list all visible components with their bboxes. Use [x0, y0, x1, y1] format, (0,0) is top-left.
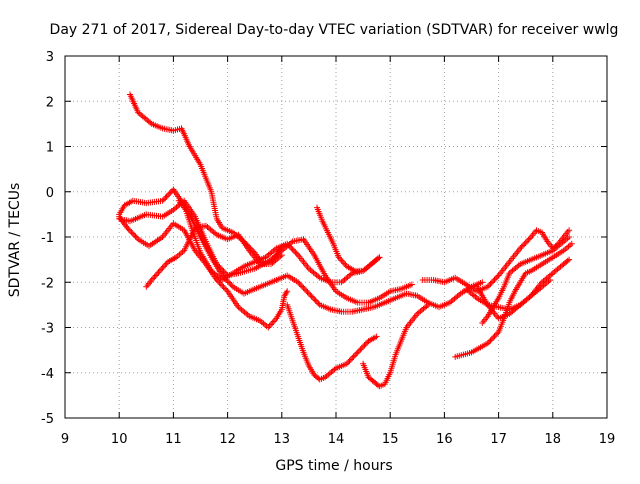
y-tick-label: -5 — [41, 412, 54, 427]
series-track-f — [175, 197, 486, 315]
x-tick-label: 16 — [436, 432, 453, 447]
x-tick-label: 14 — [328, 432, 345, 447]
y-tick-label: 0 — [46, 186, 54, 201]
data-marks — [116, 91, 575, 390]
x-axis-label: GPS time / hours — [275, 458, 392, 474]
series-marker-path — [360, 301, 432, 390]
series-track-m — [479, 234, 573, 326]
y-tick-label: -3 — [41, 322, 54, 337]
x-tick-label: 17 — [490, 432, 507, 447]
series-track-g — [284, 301, 380, 383]
x-tick-label: 18 — [545, 432, 562, 447]
series-track-n — [463, 277, 554, 313]
series-track-e — [116, 197, 415, 306]
series-marker-path — [463, 277, 554, 313]
x-tick-label: 11 — [165, 432, 182, 447]
series-marker-path — [175, 197, 486, 315]
series-marker-path — [284, 301, 380, 383]
y-tick-label: 2 — [46, 95, 54, 110]
y-axis-label: SDTVAR / TECUs — [7, 183, 23, 298]
y-tick-label: 1 — [46, 141, 54, 156]
series-marker-path — [452, 240, 575, 360]
y-tick-label: -4 — [41, 367, 54, 382]
x-tick-label: 13 — [274, 432, 291, 447]
x-tick-label: 15 — [382, 432, 399, 447]
x-tick-label: 10 — [111, 432, 128, 447]
x-tick-label: 19 — [599, 432, 616, 447]
series-track-i — [360, 301, 432, 390]
series-marker-path — [479, 234, 573, 326]
series-track-h — [314, 204, 383, 274]
series-marker-path — [314, 204, 383, 274]
series-marker-path — [116, 197, 415, 306]
x-tick-label: 9 — [61, 432, 69, 447]
x-tick-label: 12 — [219, 432, 236, 447]
grid-lines — [65, 56, 607, 418]
y-tick-label: -2 — [41, 276, 54, 291]
y-tick-label: -1 — [41, 231, 54, 246]
y-tick-label: 3 — [46, 50, 54, 65]
chart-title: Day 271 of 2017, Sidereal Day-to-day VTE… — [50, 22, 619, 38]
series-track-k — [452, 240, 575, 360]
